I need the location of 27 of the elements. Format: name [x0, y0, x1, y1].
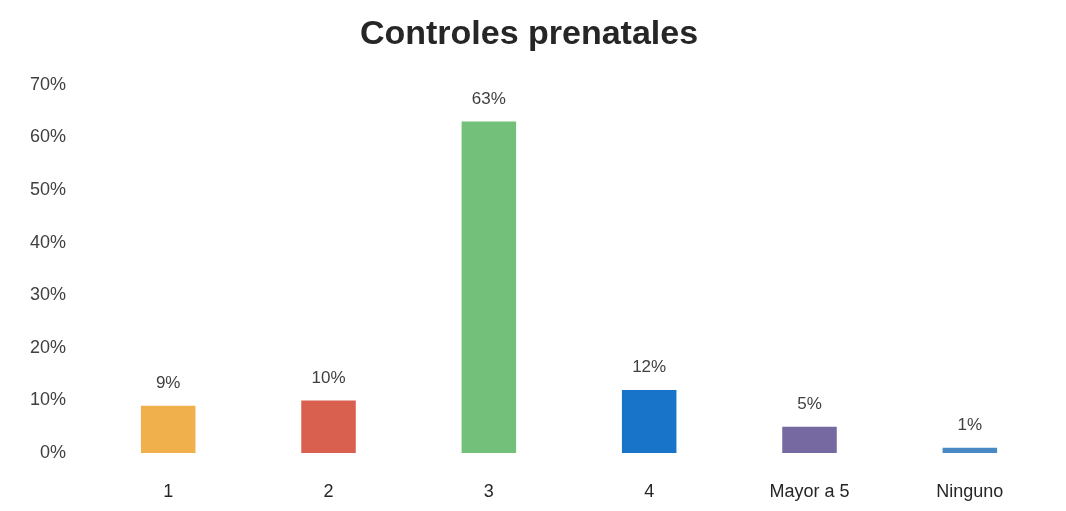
bar [301, 400, 356, 453]
data-label: 5% [797, 393, 822, 413]
bar [621, 389, 677, 453]
x-tick-label: 4 [644, 480, 655, 501]
x-tick-label: 2 [323, 480, 334, 501]
y-tick-label: 10% [30, 389, 67, 410]
chart-title: Controles prenatales [359, 12, 699, 51]
y-tick-label: 40% [30, 231, 67, 252]
y-tick-label: 30% [30, 284, 67, 305]
y-tick-label: 20% [30, 336, 67, 357]
y-tick-label: 60% [30, 126, 67, 147]
data-label: 12% [632, 357, 667, 377]
data-label: 63% [471, 88, 506, 108]
data-label: 9% [155, 372, 181, 392]
bar [782, 426, 837, 453]
y-tick-label: 50% [30, 178, 67, 199]
y-tick-label: 0% [40, 441, 67, 462]
x-tick-label: Mayor a 5 [769, 480, 850, 501]
data-label: 10% [311, 367, 346, 387]
x-tick-label: 1 [163, 480, 174, 501]
bar [140, 405, 196, 453]
bar [942, 447, 998, 453]
x-tick-label: 3 [483, 480, 494, 501]
data-label: 1% [957, 414, 983, 434]
x-tick-label: Ninguno [936, 480, 1004, 501]
y-tick-label: 70% [30, 73, 67, 94]
bar [461, 121, 517, 453]
